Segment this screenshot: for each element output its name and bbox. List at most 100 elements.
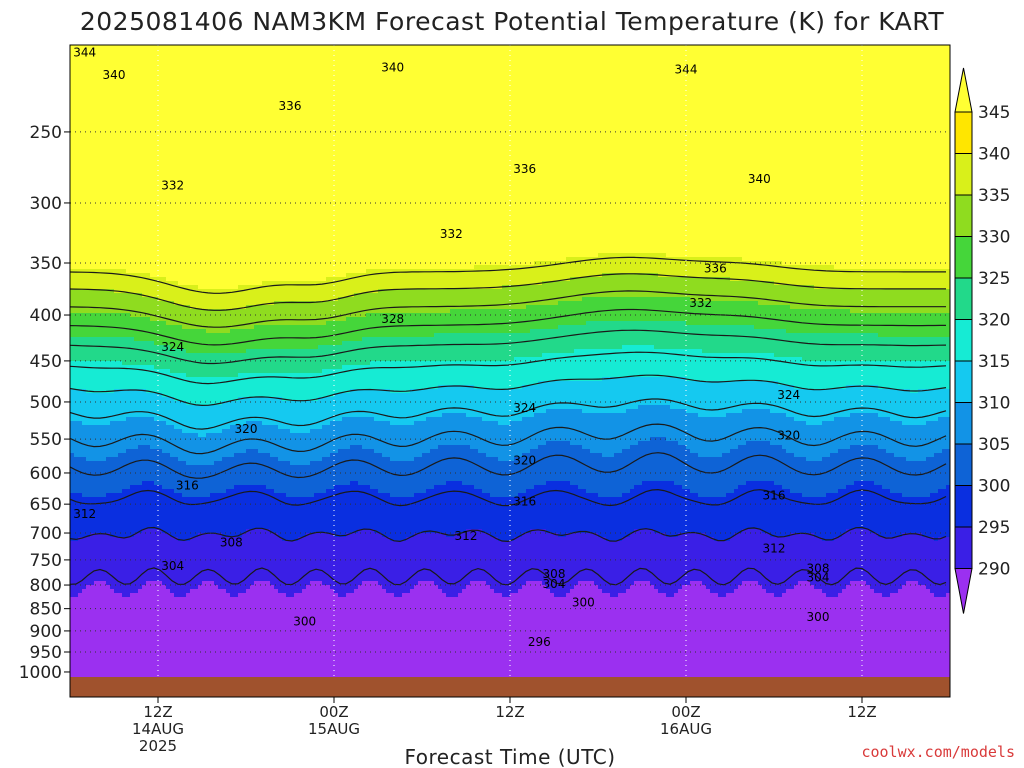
heatmap-cell xyxy=(110,85,115,90)
heatmap-cell xyxy=(418,109,423,114)
heatmap-cell xyxy=(798,89,803,94)
heatmap-cell xyxy=(654,97,659,102)
heatmap-cell xyxy=(406,73,411,78)
heatmap-cell xyxy=(546,125,551,130)
heatmap-cell xyxy=(582,93,587,98)
heatmap-cell xyxy=(754,61,759,66)
heatmap-cell xyxy=(182,97,187,102)
heatmap-cell xyxy=(290,85,295,90)
heatmap-cell xyxy=(498,49,503,54)
heatmap-cell xyxy=(490,113,495,118)
heatmap-cell xyxy=(826,89,831,94)
heatmap-cell xyxy=(218,93,223,98)
heatmap-cell xyxy=(574,93,579,98)
heatmap-cell xyxy=(642,61,647,66)
heatmap-cell xyxy=(478,129,483,134)
heatmap-cell xyxy=(766,81,771,86)
heatmap-cell xyxy=(510,97,515,102)
heatmap-cell xyxy=(834,89,839,94)
heatmap-cell xyxy=(398,49,403,54)
heatmap-cell xyxy=(394,73,399,78)
heatmap-cell xyxy=(98,53,103,58)
heatmap-cell xyxy=(178,61,183,66)
heatmap-cell xyxy=(274,101,279,106)
heatmap-cell xyxy=(742,85,747,90)
heatmap-cell xyxy=(214,65,219,70)
heatmap-cell xyxy=(914,69,919,74)
heatmap-cell xyxy=(674,57,679,62)
heatmap-cell xyxy=(246,61,251,66)
heatmap-cell xyxy=(602,109,607,114)
heatmap-cell xyxy=(90,125,95,130)
heatmap-cell xyxy=(422,117,427,122)
heatmap-cell xyxy=(478,89,483,94)
heatmap-cell xyxy=(186,85,191,90)
heatmap-cell xyxy=(466,97,471,102)
heatmap-cell xyxy=(186,113,191,118)
heatmap-cell xyxy=(502,61,507,66)
heatmap-cell xyxy=(658,97,663,102)
heatmap-cell xyxy=(170,121,175,126)
heatmap-cell xyxy=(838,97,843,102)
heatmap-cell xyxy=(918,53,923,58)
heatmap-cell xyxy=(218,69,223,74)
heatmap-cell xyxy=(562,65,567,70)
heatmap-cell xyxy=(122,81,127,86)
heatmap-cell xyxy=(710,65,715,70)
heatmap-cell xyxy=(634,125,639,130)
heatmap-cell xyxy=(366,57,371,62)
heatmap-cell xyxy=(734,129,739,134)
heatmap-cell xyxy=(170,77,175,82)
heatmap-cell xyxy=(614,113,619,118)
heatmap-cell xyxy=(486,77,491,82)
heatmap-cell xyxy=(778,73,783,78)
heatmap-cell xyxy=(86,85,91,90)
heatmap-cell xyxy=(466,57,471,62)
heatmap-cell xyxy=(534,89,539,94)
heatmap-cell xyxy=(318,125,323,130)
heatmap-cell xyxy=(718,73,723,78)
heatmap-cell xyxy=(74,101,79,106)
heatmap-cell xyxy=(542,45,547,50)
heatmap-cell xyxy=(458,101,463,106)
heatmap-cell xyxy=(766,101,771,106)
heatmap-cell xyxy=(642,125,647,130)
heatmap-cell xyxy=(606,45,611,50)
heatmap-cell xyxy=(178,121,183,126)
heatmap-cell xyxy=(398,65,403,70)
heatmap-cell xyxy=(330,81,335,86)
heatmap-cell xyxy=(682,57,687,62)
heatmap-cell xyxy=(674,77,679,82)
heatmap-cell xyxy=(730,61,735,66)
heatmap-cell xyxy=(766,77,771,82)
heatmap-cell xyxy=(542,61,547,66)
heatmap-cell xyxy=(82,45,87,50)
heatmap-cell xyxy=(750,85,755,90)
heatmap-cell xyxy=(638,85,643,90)
heatmap-cell xyxy=(526,93,531,98)
heatmap-cell xyxy=(482,109,487,114)
heatmap-cell xyxy=(390,133,395,138)
heatmap-cell xyxy=(98,65,103,70)
heatmap-cell xyxy=(138,85,143,90)
heatmap-cell xyxy=(858,125,863,130)
heatmap-cell xyxy=(542,77,547,82)
heatmap-cell xyxy=(630,109,635,114)
heatmap-cell xyxy=(658,77,663,82)
heatmap-cell xyxy=(150,77,155,82)
heatmap-cell xyxy=(358,97,363,102)
heatmap-cell xyxy=(894,77,899,82)
heatmap-cell xyxy=(94,101,99,106)
heatmap-cell xyxy=(82,57,87,62)
heatmap-cell xyxy=(314,129,319,134)
heatmap-cell xyxy=(610,93,615,98)
heatmap-cell xyxy=(674,133,679,138)
heatmap-cell xyxy=(534,45,539,50)
heatmap-cell xyxy=(286,45,291,50)
heatmap-cell xyxy=(138,89,143,94)
heatmap-cell xyxy=(478,117,483,122)
heatmap-cell xyxy=(194,121,199,126)
heatmap-cell xyxy=(574,89,579,94)
heatmap-cell xyxy=(790,129,795,134)
heatmap-cell xyxy=(506,45,511,50)
